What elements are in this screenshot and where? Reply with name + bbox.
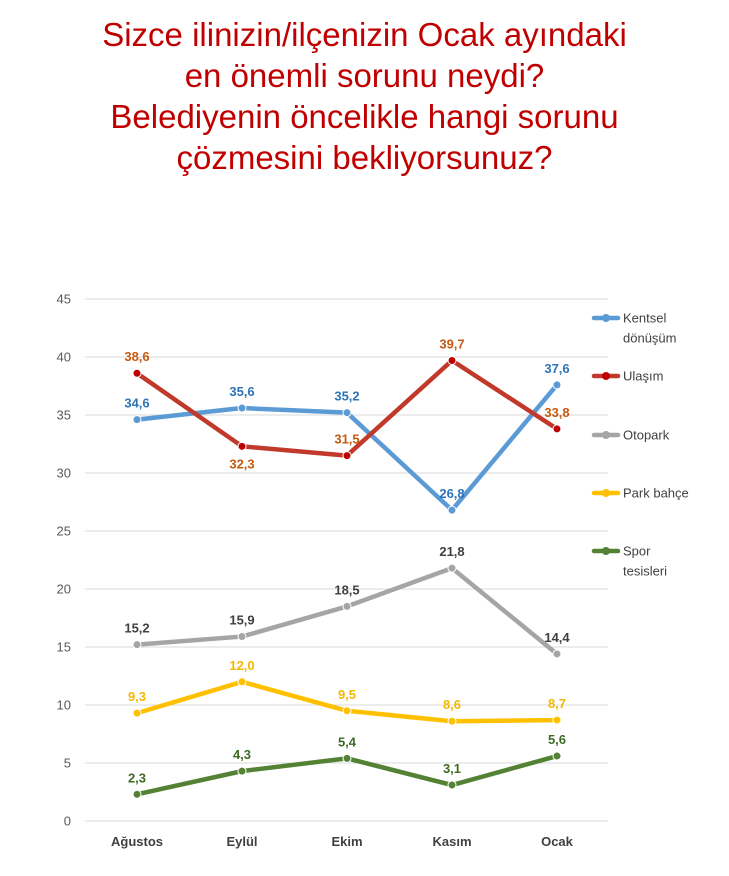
data-label: 8,6 bbox=[443, 697, 461, 712]
legend-label: Ulaşım bbox=[623, 369, 663, 384]
y-tick-label: 45 bbox=[57, 292, 71, 307]
data-point bbox=[237, 403, 247, 413]
data-label: 14,4 bbox=[544, 630, 570, 645]
data-point bbox=[237, 632, 247, 642]
y-tick-label: 15 bbox=[57, 640, 71, 655]
data-point bbox=[342, 408, 352, 418]
x-tick-label: Ocak bbox=[541, 834, 574, 849]
data-label: 37,6 bbox=[544, 361, 569, 376]
y-tick-label: 0 bbox=[64, 814, 71, 829]
data-label: 12,0 bbox=[229, 658, 254, 673]
data-label: 38,6 bbox=[124, 349, 149, 364]
y-tick-label: 10 bbox=[57, 698, 71, 713]
y-tick-label: 35 bbox=[57, 408, 71, 423]
data-label: 21,8 bbox=[439, 544, 464, 559]
legend-label: Park bahçe bbox=[623, 486, 689, 501]
title-line-2: en önemli sorunu neydi? bbox=[184, 57, 545, 94]
data-point bbox=[342, 451, 352, 461]
data-label: 31,5 bbox=[334, 432, 359, 447]
data-point bbox=[132, 708, 142, 718]
data-point bbox=[447, 716, 457, 726]
data-point bbox=[237, 677, 247, 687]
data-label: 9,3 bbox=[128, 689, 146, 704]
gridlines bbox=[85, 298, 608, 822]
data-point bbox=[447, 505, 457, 515]
legend-marker bbox=[602, 372, 610, 380]
x-axis: Ağustos Eylül Ekim Kasım Ocak bbox=[111, 834, 574, 849]
data-point bbox=[132, 368, 142, 378]
data-point bbox=[237, 766, 247, 776]
data-labels: 34,6 35,6 35,2 26,8 37,6 38,6 32,3 31,5 39,7 33,8… bbox=[124, 336, 570, 785]
x-tick-label: Ağustos bbox=[111, 834, 163, 849]
y-tick-label: 5 bbox=[64, 756, 71, 771]
data-point bbox=[342, 706, 352, 716]
data-label: 4,3 bbox=[233, 747, 251, 762]
data-label: 26,8 bbox=[439, 486, 464, 501]
data-point bbox=[342, 753, 352, 763]
legend-label: Spor bbox=[623, 544, 651, 559]
legend-label: Otopark bbox=[623, 428, 670, 443]
data-point bbox=[552, 715, 562, 725]
data-label: 8,7 bbox=[548, 696, 566, 711]
x-tick-label: Eylül bbox=[226, 834, 257, 849]
data-point bbox=[447, 355, 457, 365]
data-label: 3,1 bbox=[443, 761, 461, 776]
data-point bbox=[237, 441, 247, 451]
title-line-1: Sizce ilinizin/ilçenizin Ocak ayındaki bbox=[102, 16, 627, 53]
data-label: 32,3 bbox=[229, 456, 254, 471]
y-tick-label: 40 bbox=[57, 350, 71, 365]
data-label: 2,3 bbox=[128, 770, 146, 785]
data-label: 34,6 bbox=[124, 396, 149, 411]
series-layer bbox=[132, 355, 562, 799]
data-label: 5,4 bbox=[338, 734, 357, 749]
data-point bbox=[132, 415, 142, 425]
data-label: 33,8 bbox=[544, 405, 569, 420]
data-label: 35,6 bbox=[229, 384, 254, 399]
data-point bbox=[552, 380, 562, 390]
data-point bbox=[552, 649, 562, 659]
data-point bbox=[552, 751, 562, 761]
data-label: 9,5 bbox=[338, 687, 356, 702]
data-point bbox=[552, 424, 562, 434]
data-label: 5,6 bbox=[548, 732, 566, 747]
y-tick-label: 30 bbox=[57, 466, 71, 481]
data-label: 18,5 bbox=[334, 582, 359, 597]
legend-label: dönüşüm bbox=[623, 331, 676, 346]
chart-title: Sizce ilinizin/ilçenizin Ocak ayındaki e… bbox=[0, 14, 729, 178]
data-label: 39,7 bbox=[439, 336, 464, 351]
data-point bbox=[342, 601, 352, 611]
legend: Kentsel dönüşüm Ulaşım Otopark Park bahçe Spo… bbox=[591, 311, 689, 579]
data-label: 15,2 bbox=[124, 621, 149, 636]
y-tick-label: 20 bbox=[57, 582, 71, 597]
series-line bbox=[134, 565, 560, 657]
data-label: 15,9 bbox=[229, 613, 254, 628]
title-line-4: çözmesini bekliyorsunuz? bbox=[176, 139, 553, 176]
data-point bbox=[132, 789, 142, 799]
title-line-3: Belediyenin öncelikle hangi sorunu bbox=[110, 98, 619, 135]
legend-label: tesisleri bbox=[623, 564, 667, 579]
data-point bbox=[132, 640, 142, 650]
data-label: 35,2 bbox=[334, 389, 359, 404]
legend-marker bbox=[602, 547, 610, 555]
x-tick-label: Ekim bbox=[331, 834, 362, 849]
data-point bbox=[447, 780, 457, 790]
legend-marker bbox=[602, 314, 610, 322]
legend-label: Kentsel bbox=[623, 311, 666, 326]
legend-marker bbox=[602, 489, 610, 497]
legend-marker bbox=[602, 431, 610, 439]
data-point bbox=[447, 563, 457, 573]
y-axis: 0 5 10 15 20 25 30 35 40 45 bbox=[57, 292, 71, 829]
y-tick-label: 25 bbox=[57, 524, 71, 539]
x-tick-label: Kasım bbox=[432, 834, 471, 849]
